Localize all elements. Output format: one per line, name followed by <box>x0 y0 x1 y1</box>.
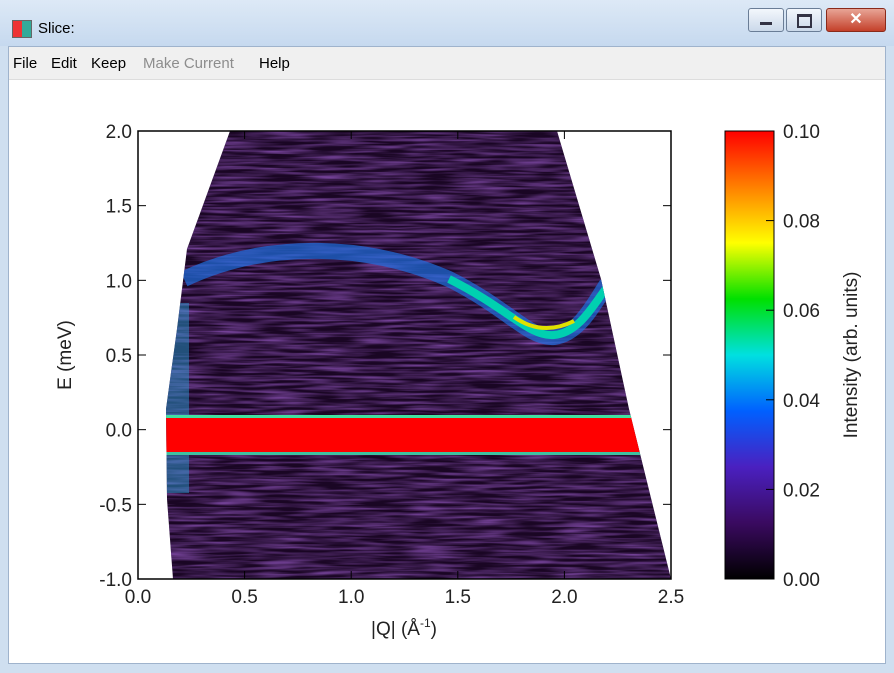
elastic-tail <box>166 303 189 493</box>
x-tick-label: 0.0 <box>125 587 151 608</box>
y-tick-label: 1.5 <box>106 197 132 218</box>
elastic-edge <box>166 415 649 418</box>
colorbar-label: Intensity (arb. units) <box>841 272 862 439</box>
app-icon <box>12 20 32 38</box>
x-axis-label: |Q| (Å-1) <box>371 616 437 640</box>
elastic-line <box>166 417 649 453</box>
menu-item[interactable]: File <box>13 55 38 72</box>
x-tick-label: 1.0 <box>338 587 364 608</box>
colorbar-tick-label: 0.04 <box>783 391 820 412</box>
y-tick-label: 0.0 <box>106 421 132 442</box>
elastic-edge <box>166 452 649 455</box>
heatmap-noise <box>166 131 671 579</box>
chart: |Q| (Å-1) E (meV) Intensity (arb. units)… <box>55 122 862 640</box>
menu-item[interactable]: Keep <box>91 55 127 72</box>
colorbar-tick-label: 0.00 <box>783 570 820 591</box>
y-tick-label: 0.5 <box>106 346 132 367</box>
colorbar-tick-label: 0.02 <box>783 480 820 501</box>
maximize-button[interactable] <box>786 8 822 32</box>
x-tick-label: 2.5 <box>658 587 684 608</box>
heatmap-image <box>166 131 671 579</box>
x-tick-label: 1.5 <box>445 587 471 608</box>
close-button[interactable]: ✕ <box>826 8 886 32</box>
minimize-button[interactable] <box>748 8 784 32</box>
menu-item[interactable]: Help <box>259 55 290 72</box>
colorbar-tick-label: 0.06 <box>783 301 820 322</box>
x-tick-label: 2.0 <box>551 587 577 608</box>
window-title: Slice: <box>38 20 75 37</box>
y-tick-label: 2.0 <box>106 122 132 143</box>
maximize-icon <box>796 14 812 28</box>
minimize-icon <box>760 22 772 25</box>
menu-bar: File Edit Keep Make Current Help <box>9 47 885 80</box>
dispersion-peak <box>512 315 575 331</box>
title-bar: Slice: ✕ <box>0 0 894 46</box>
y-tick-label: -1.0 <box>99 570 132 591</box>
colorbar-tick-label: 0.10 <box>783 122 820 143</box>
client-area: File Edit Keep Make Current Help <box>8 46 886 664</box>
dispersion-core <box>447 275 611 340</box>
colorbar-tick-label: 0.08 <box>783 212 820 233</box>
menu-item[interactable]: Edit <box>51 55 77 72</box>
menu-item: Make Current <box>143 55 234 72</box>
y-tick-label: -0.5 <box>99 495 132 516</box>
y-axis-label: E (meV) <box>55 320 76 390</box>
x-tick-label: 0.5 <box>231 587 257 608</box>
y-tick-label: 1.0 <box>106 271 132 292</box>
colorbar <box>724 130 775 580</box>
